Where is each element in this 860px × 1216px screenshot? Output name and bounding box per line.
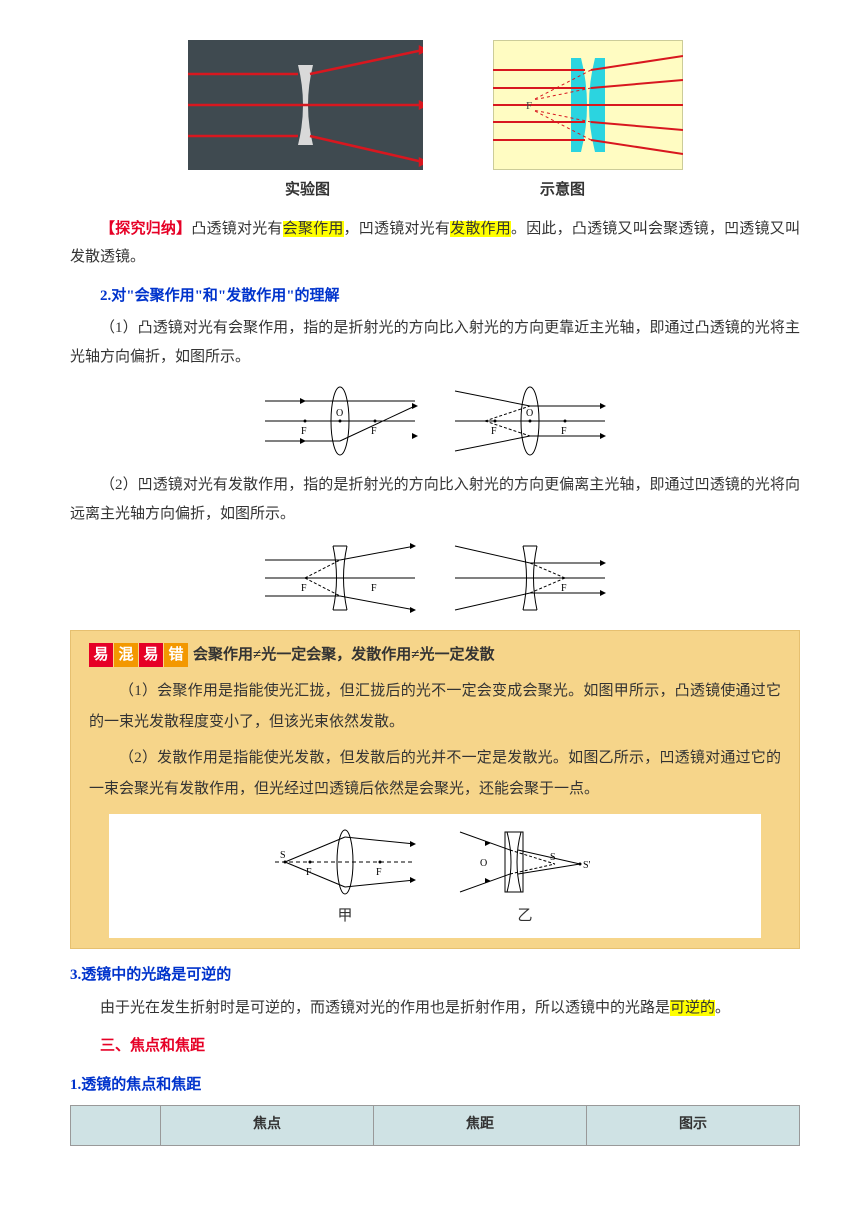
svg-text:S': S' <box>583 860 591 871</box>
sec3-hl: 可逆的 <box>670 1000 715 1016</box>
convex-diagram-1: F F O <box>260 381 420 461</box>
callout-p1: （1）会聚作用是指能使光汇拢，但汇拢后的光不一定会变成会聚光。如图甲所示，凸透镜… <box>89 676 781 739</box>
svg-text:O: O <box>480 858 487 869</box>
section-3-title: 3.透镜中的光路是可逆的 <box>70 961 800 990</box>
svg-text:F: F <box>561 426 567 437</box>
summary-hl2: 发散作用 <box>450 221 511 237</box>
section-4-sub: 1.透镜的焦点和焦距 <box>70 1071 800 1100</box>
svg-text:O: O <box>336 408 343 419</box>
th-diagram: 图示 <box>587 1106 800 1146</box>
summary-mid: ，凹透镜对光有 <box>344 221 451 237</box>
sec2-p1: （1）凸透镜对光有会聚作用，指的是折射光的方向比入射光的方向更靠近主光轴，即通过… <box>70 314 800 371</box>
callout-box: 易混易错会聚作用≠光一定会聚，发散作用≠光一定发散 （1）会聚作用是指能使光汇拢… <box>70 630 800 949</box>
badge-2: 混 <box>114 643 138 667</box>
table-stub <box>71 1106 161 1146</box>
svg-text:F: F <box>491 426 497 437</box>
th-focus: 焦点 <box>161 1106 374 1146</box>
summary-paragraph: 【探究归纳】凸透镜对光有会聚作用，凹透镜对光有发散作用。因此，凸透镜又叫会聚透镜… <box>70 215 800 272</box>
concave-diagram-1: FF <box>260 538 420 618</box>
concave-diagrams: FF F <box>70 538 800 618</box>
callout-cap-right: 乙 <box>517 902 532 931</box>
experiment-figure <box>188 40 423 170</box>
sec3-pre: 由于光在发生折射时是可逆的，而透镜对光的作用也是折射作用，所以透镜中的光路是 <box>100 1000 670 1016</box>
svg-text:F: F <box>371 583 377 594</box>
section-2-title: 2.对"会聚作用"和"发散作用"的理解 <box>70 282 800 311</box>
svg-text:F: F <box>561 583 567 594</box>
focus-table: 焦点 焦距 图示 <box>70 1105 800 1146</box>
callout-title: 会聚作用≠光一定会聚，发散作用≠光一定发散 <box>193 647 494 663</box>
svg-text:F: F <box>301 426 307 437</box>
concave-experiment-svg <box>188 40 423 170</box>
schematic-figure: F <box>493 40 683 170</box>
concave-diagram-2: F <box>450 538 610 618</box>
summary-hl1: 会聚作用 <box>283 221 344 237</box>
callout-header: 易混易错会聚作用≠光一定会聚，发散作用≠光一定发散 <box>89 641 781 670</box>
summary-pre: 凸透镜对光有 <box>191 221 282 237</box>
caption-experiment: 实验图 <box>285 176 330 205</box>
badge-3: 易 <box>139 643 163 667</box>
svg-text:O: O <box>526 408 533 419</box>
badge-4: 错 <box>164 643 188 667</box>
svg-text:S: S <box>550 852 556 863</box>
callout-fig-jia: F F S 甲 <box>270 822 420 931</box>
svg-text:F: F <box>376 867 382 878</box>
th-focal-length: 焦距 <box>374 1106 587 1146</box>
callout-cap-left: 甲 <box>337 902 352 931</box>
summary-tag: 【探究归纳】 <box>100 221 191 237</box>
caption-schematic: 示意图 <box>540 176 585 205</box>
section-4-title: 三、焦点和焦距 <box>70 1032 800 1061</box>
sec2-p2: （2）凹透镜对光有发散作用，指的是折射光的方向比入射光的方向更偏离主光轴，即通过… <box>70 471 800 528</box>
svg-text:F: F <box>526 100 532 112</box>
callout-p2: （2）发散作用是指能使光发散，但发散后的光并不一定是发散光。如图乙所示，凹透镜对… <box>89 743 781 806</box>
callout-fig-yi: O S' S 乙 <box>450 822 600 931</box>
svg-text:F: F <box>371 426 377 437</box>
svg-text:F: F <box>301 583 307 594</box>
figure-captions: 实验图 示意图 <box>70 176 800 205</box>
callout-figures: F F S 甲 O <box>109 814 761 939</box>
top-figures: F <box>70 40 800 170</box>
concave-schematic-svg: F <box>493 40 683 170</box>
convex-diagrams: F F O F F O <box>70 381 800 461</box>
convex-diagram-2: F F O <box>450 381 610 461</box>
sec3-text: 由于光在发生折射时是可逆的，而透镜对光的作用也是折射作用，所以透镜中的光路是可逆… <box>70 994 800 1023</box>
sec3-post: 。 <box>715 1000 730 1016</box>
svg-text:S: S <box>280 850 286 861</box>
badge-1: 易 <box>89 643 113 667</box>
